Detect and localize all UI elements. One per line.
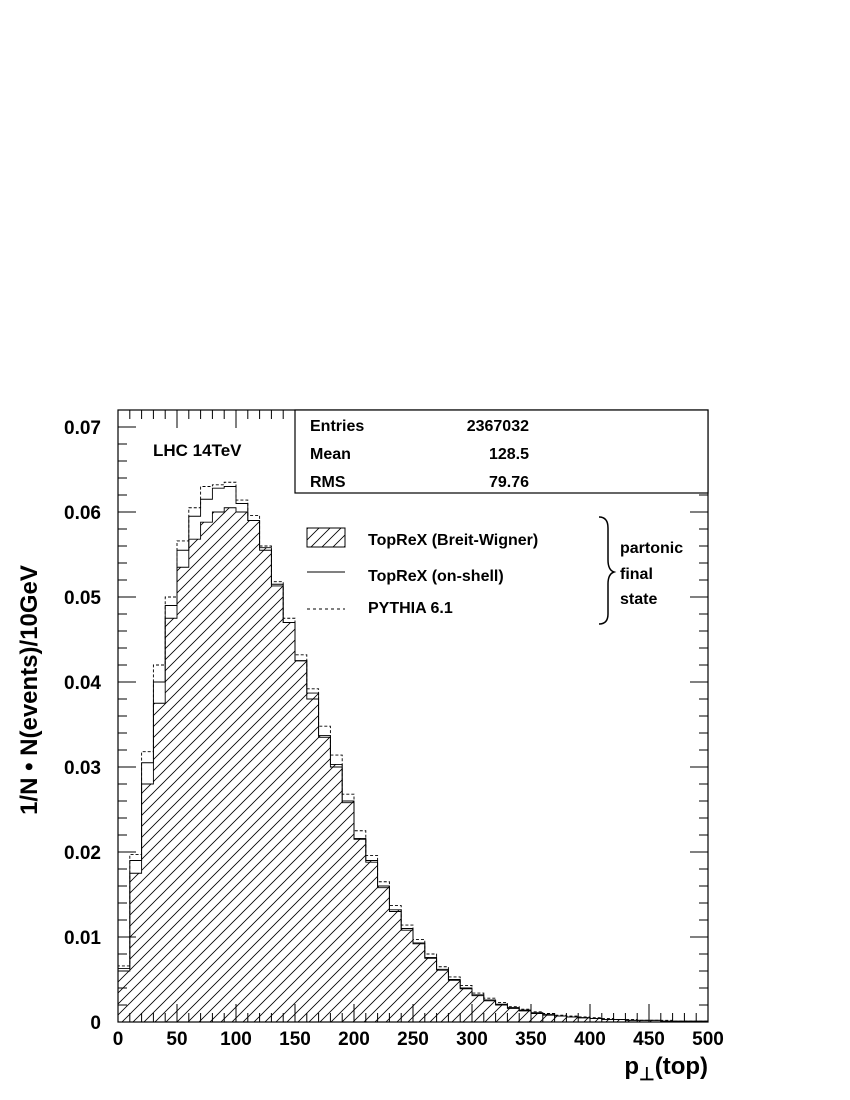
legend-label-on-shell: TopReX (on-shell) [368, 568, 504, 585]
y-tick-label: 0.04 [64, 673, 101, 694]
stats-entries-label: Entries [310, 418, 364, 435]
y-tick-label: 0 [90, 1013, 101, 1034]
x-tick-label: 250 [397, 1029, 429, 1050]
legend-swatch-hatched [306, 527, 346, 548]
y-axis-label: 1/N • N(events)/10GeV [16, 565, 43, 815]
y-tick-label: 0.02 [64, 843, 101, 864]
y-tick-label: 0.07 [64, 418, 101, 439]
stats-rms-value: 79.76 [489, 474, 529, 491]
series-layer [117, 481, 709, 1022]
series-hatched-fill [118, 507, 708, 1022]
x-tick-label: 450 [633, 1029, 665, 1050]
y-tick-label: 0.03 [64, 758, 101, 779]
brace-label-line-1: partonic [620, 540, 683, 557]
stats-mean-label: Mean [310, 446, 351, 463]
x-tick-label: 350 [515, 1029, 547, 1050]
stats-entries-value: 2367032 [467, 418, 529, 435]
x-tick-label: 100 [220, 1029, 252, 1050]
legend-brace [598, 516, 617, 625]
stats-box: Entries 2367032 Mean 128.5 RMS 79.76 [294, 409, 709, 494]
x-tick-label: 50 [166, 1029, 187, 1050]
x-tick-label: 500 [692, 1029, 724, 1050]
x-tick-labels: 0 50 100 150 200 250 300 350 400 450 500 [113, 1029, 724, 1050]
legend-label-breit-wigner: TopReX (Breit-Wigner) [368, 532, 538, 549]
x-tick-label: 0 [113, 1029, 124, 1050]
series-solid-outline [117, 486, 709, 1022]
stats-box-frame [294, 409, 709, 494]
brace-label-line-3: state [620, 591, 657, 608]
legend: TopReX (Breit-Wigner) TopReX (on-shell) … [306, 516, 683, 625]
x-tick-label: 300 [456, 1029, 488, 1050]
y-tick-label: 0.01 [64, 928, 101, 949]
y-tick-labels: 0 0.01 0.02 0.03 0.04 0.05 0.06 0.07 [64, 418, 101, 1034]
series-solid [117, 486, 709, 1022]
x-tick-label: 150 [279, 1029, 311, 1050]
stats-rms-label: RMS [310, 474, 346, 491]
stats-mean-value: 128.5 [489, 446, 529, 463]
collider-annotation: LHC 14TeV [153, 441, 242, 460]
y-tick-label: 0.05 [64, 588, 101, 609]
brace-label-line-2: final [620, 566, 653, 583]
legend-label-pythia: PYTHIA 6.1 [368, 600, 453, 617]
x-axis-label: p⊥(top) [624, 1053, 708, 1084]
x-tick-label: 400 [574, 1029, 606, 1050]
x-tick-label: 200 [338, 1029, 370, 1050]
y-tick-label: 0.06 [64, 503, 101, 524]
